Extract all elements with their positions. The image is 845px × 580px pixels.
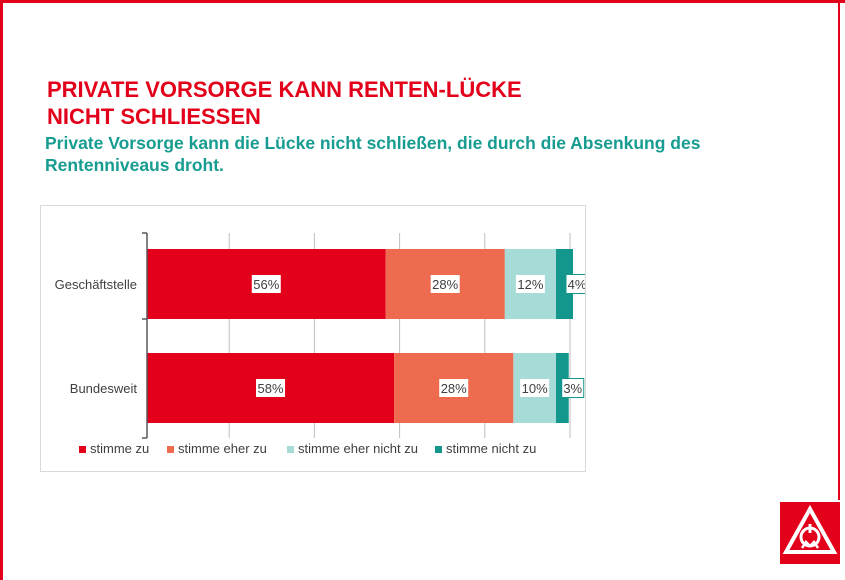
data-label-box — [250, 274, 282, 294]
data-label: 56% — [253, 277, 279, 292]
legend-label: stimme nicht zu — [446, 441, 536, 456]
data-label-box — [255, 378, 287, 398]
legend-label: stimme eher nicht zu — [298, 441, 418, 456]
legend-swatch — [79, 446, 86, 453]
category-label: Geschäftstelle — [55, 277, 137, 292]
slide-subtitle: Private Vorsorge kann die Lücke nicht sc… — [45, 133, 701, 175]
data-label: 10% — [522, 381, 548, 396]
data-label-box — [429, 274, 461, 294]
category-label: Bundesweit — [70, 381, 138, 396]
legend-label: stimme zu — [90, 441, 149, 456]
data-label: 3% — [563, 381, 582, 396]
bar-segment — [555, 249, 573, 319]
stacked-bar-chart: Geschäftstelle Bundesweit 56% 28% 12% 4% 58% 28… — [55, 232, 589, 456]
ig-metall-logo — [780, 502, 840, 564]
slide-title: PRIVATE VORSORGE KANN RENTEN-LÜCKE NICHT… — [47, 76, 522, 130]
data-label-box — [438, 378, 470, 398]
chart-container: Geschäftstelle Bundesweit 56% 28% 12% 4% 58% 28… — [40, 205, 589, 472]
slide-title-line-2: NICHT SCHLIESSEN — [47, 104, 261, 129]
data-label: 28% — [432, 277, 458, 292]
data-label: 4% — [568, 277, 585, 292]
legend-swatch — [435, 446, 442, 453]
legend-label: stimme eher zu — [178, 441, 267, 456]
legend-swatch — [287, 446, 294, 453]
legend-swatch — [167, 446, 174, 453]
frame-left-border — [0, 0, 3, 580]
data-label: 58% — [258, 381, 284, 396]
frame-right-border — [838, 0, 840, 500]
data-label: 12% — [517, 277, 543, 292]
data-label-box — [561, 378, 585, 398]
slide-title-line-1: PRIVATE VORSORGE KANN RENTEN-LÜCKE — [47, 77, 522, 102]
data-label-box — [514, 274, 546, 294]
frame-top-border — [0, 0, 845, 3]
data-label-box — [519, 378, 551, 398]
data-label: 28% — [441, 381, 467, 396]
